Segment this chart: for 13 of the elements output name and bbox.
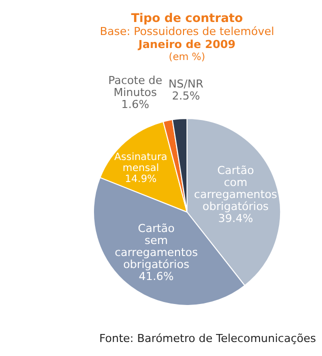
data-label: 41.6% [138,270,174,284]
chart-subtitle: Base: Possuidores de telemóvel Janeiro de 2009 (em %) [98,25,276,64]
chart-title: Tipo de contrato [130,11,244,25]
source-note: Fonte: Barómetro de Telecomunicações [98,332,316,345]
data-label: 14.9% [124,174,157,186]
data-label: 39.4% [218,212,254,226]
slice-label: Cartão sem carregamentos obrigatórios [114,222,198,272]
data-label: 1.6% [121,98,150,111]
data-label: 2.5% [172,90,200,103]
slice-label: Assinatura mensal [114,152,168,174]
slice-label: Cartão com carregamentos obrigatórios [194,164,278,214]
slice-label: Pacote de Minutos [108,74,162,99]
slice-label: NS/NR [168,78,204,91]
